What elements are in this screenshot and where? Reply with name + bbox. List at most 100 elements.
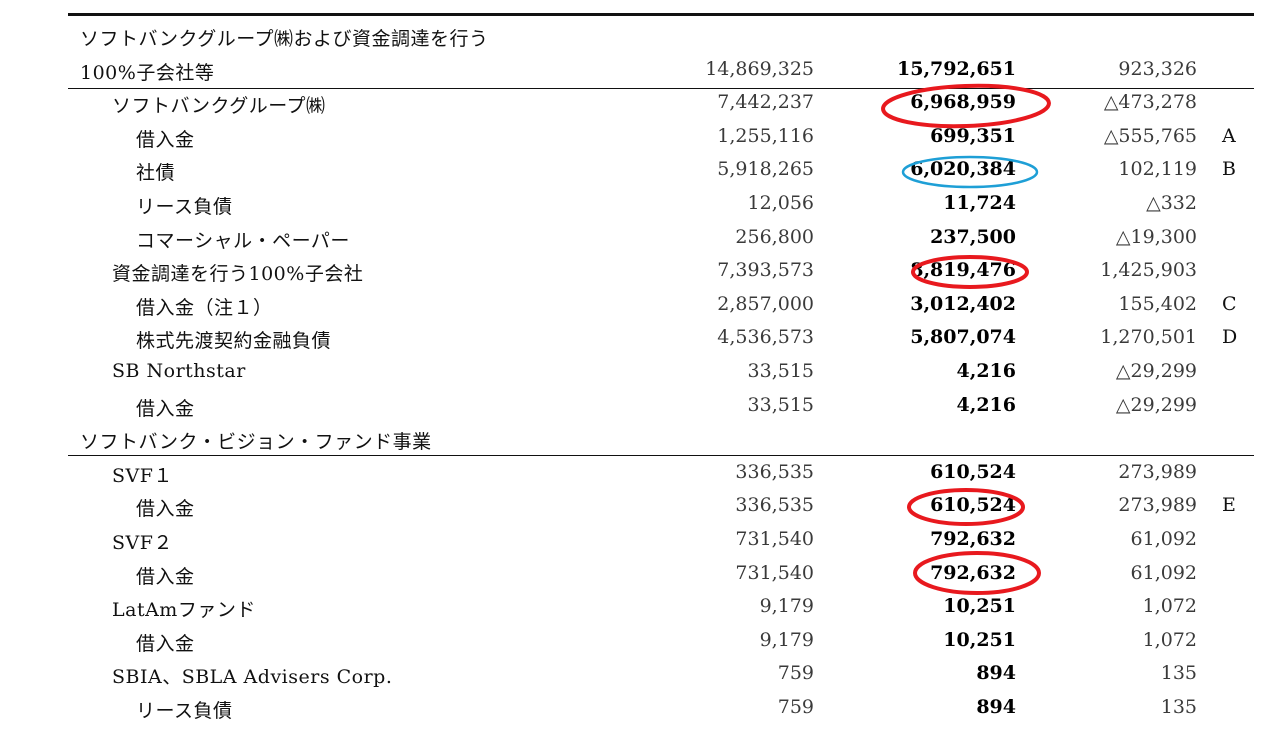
value-current: 699,351 [930,124,1016,147]
table-row: リース負債 12,056 11,724 △332 [0,188,1280,221]
table-row: SVF２ 731,540 792,632 61,092 [0,524,1280,557]
table-row: 社債 5,918,265 6,020,384 102,119 B [0,154,1280,187]
table-row: ソフトバンクグループ㈱ 7,442,237 6,968,959 △473,278 [0,87,1280,120]
value-current: 894 [976,662,1016,685]
row-label: ソフトバンク・ビジョン・ファンド事業 [80,431,432,454]
table-row: 株式先渡契約金融負債 4,536,573 5,807,074 1,270,501 D [0,322,1280,355]
value-previous: 731,540 [735,528,814,550]
row-label: コマーシャル・ペーパー [136,229,350,252]
value-previous: 7,442,237 [717,91,814,114]
value-previous: 12,056 [747,192,814,214]
value-change: 273,989 [1118,494,1197,517]
table-row: リース負債 759 894 135 [0,692,1280,725]
value-previous: 731,540 [735,561,814,584]
value-previous: 33,515 [747,393,814,416]
note-marker: E [1222,494,1236,517]
value-previous: 759 [777,662,814,685]
value-current: 15,792,651 [897,57,1016,80]
value-current: 6,968,959 [910,91,1016,114]
row-label: 借入金 [136,498,195,521]
table-row: 借入金 1,255,116 699,351 △555,765 A [0,121,1280,154]
value-current: 792,632 [930,528,1016,550]
value-change: 61,092 [1130,528,1197,550]
table-row: 借入金 33,515 4,216 △29,299 [0,390,1280,423]
note-marker: A [1222,124,1236,147]
value-previous: 14,869,325 [705,57,814,80]
value-change: 923,326 [1118,57,1197,80]
value-change: 61,092 [1130,561,1197,584]
value-previous: 759 [777,696,814,718]
value-previous: 336,535 [735,494,814,517]
section-divider-2 [68,455,1254,456]
table-row: ソフトバンク・ビジョン・ファンド事業 [0,423,1280,456]
value-previous: 256,800 [735,225,814,248]
value-previous: 9,179 [759,595,814,618]
value-change: 1,270,501 [1100,326,1197,349]
row-label: SBIA、SBLA Advisers Corp. [112,666,393,689]
value-change: △473,278 [1103,91,1197,114]
value-change: 155,402 [1118,292,1197,315]
table-top-rule [68,13,1254,16]
value-change: 1,072 [1142,595,1197,618]
value-change: △555,765 [1103,124,1197,147]
note-marker: C [1222,292,1237,315]
row-label: SB Northstar [112,360,246,382]
value-current: 792,632 [930,561,1016,584]
value-previous: 7,393,573 [717,259,814,282]
row-label: リース負債 [136,196,233,218]
table-row: SVF１ 336,535 610,524 273,989 [0,457,1280,490]
table-row: SB Northstar 33,515 4,216 △29,299 [0,356,1280,389]
value-change: △332 [1146,192,1197,214]
value-current: 11,724 [943,192,1016,214]
value-previous: 2,857,000 [717,292,814,315]
row-label: 資金調達を行う100%子会社 [112,263,364,286]
value-change: △19,300 [1115,225,1197,248]
row-label: SVF２ [112,532,173,554]
value-change: 1,072 [1142,628,1197,651]
value-previous: 4,536,573 [717,326,814,349]
value-previous: 336,535 [735,460,814,483]
value-change: 273,989 [1118,460,1197,483]
table-row: 借入金 731,540 792,632 61,092 [0,558,1280,591]
row-label: 社債 [136,162,176,185]
value-current: 894 [976,696,1016,718]
row-label: 株式先渡契約金融負債 [136,330,332,353]
table-row: 借入金 9,179 10,251 1,072 [0,625,1280,658]
value-current: 3,012,402 [910,292,1016,315]
note-marker: D [1222,326,1238,349]
value-current: 4,216 [956,360,1017,382]
row-label: LatAmファンド [112,599,256,622]
value-current: 610,524 [930,494,1016,517]
table-row: 資金調達を行う100%子会社 7,393,573 8,819,476 1,425,90… [0,255,1280,288]
value-change: 135 [1160,662,1197,685]
row-label: 借入金 [136,565,195,588]
row-label: SVF１ [112,464,173,487]
row-label: ソフトバンクグループ㈱ [112,95,326,118]
value-previous: 1,255,116 [717,124,814,147]
table-row: 100%子会社等 14,869,325 15,792,651 923,326 [0,54,1280,87]
row-label: 借入金 [136,397,195,420]
value-current: 8,819,476 [910,259,1016,282]
value-change: 102,119 [1118,158,1197,181]
value-change: 1,425,903 [1100,259,1197,282]
table-row: 借入金 336,535 610,524 273,989 E [0,490,1280,523]
value-current: 5,807,074 [910,326,1016,349]
value-previous: 5,918,265 [717,158,814,181]
value-change: 135 [1160,696,1197,718]
table-row: 借入金（注１） 2,857,000 3,012,402 155,402 C [0,289,1280,322]
row-label: ソフトバンクグループ㈱および資金調達を行う [80,28,489,50]
value-change: △29,299 [1115,360,1197,382]
value-current: 610,524 [930,460,1016,483]
row-label: 借入金 [136,632,195,655]
section-divider-1 [68,88,1254,89]
table-row: SBIA、SBLA Advisers Corp. 759 894 135 [0,658,1280,691]
note-marker: B [1222,158,1236,181]
value-current: 10,251 [943,595,1016,618]
value-previous: 9,179 [759,628,814,651]
value-current: 10,251 [943,628,1016,651]
row-label: 100%子会社等 [80,61,215,84]
table-row: LatAmファンド 9,179 10,251 1,072 [0,591,1280,624]
value-current: 237,500 [930,225,1016,248]
row-label: リース負債 [136,700,233,722]
value-change: △29,299 [1115,393,1197,416]
